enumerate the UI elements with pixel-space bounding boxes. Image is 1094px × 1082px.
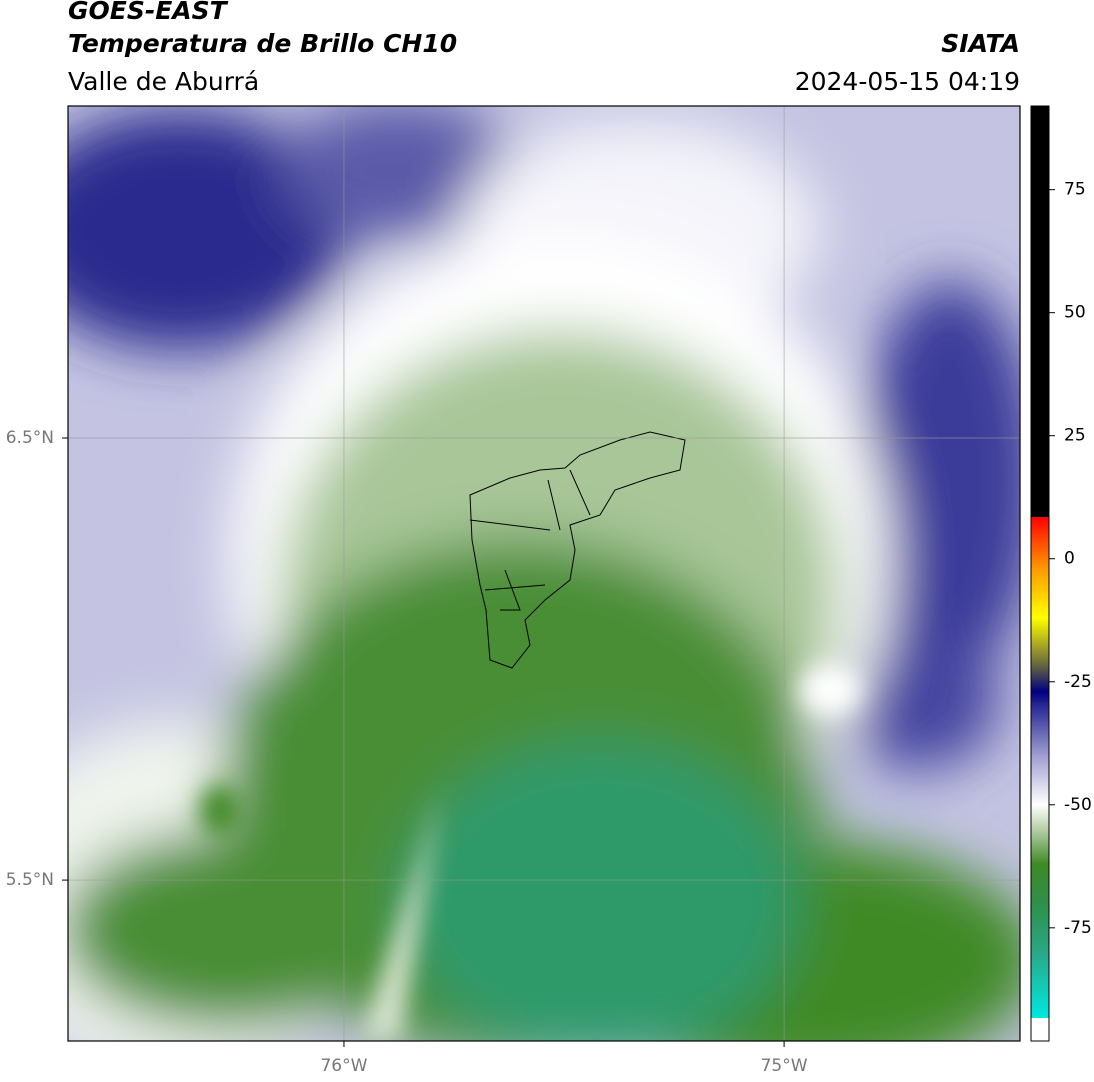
colorbar-tick-label: -75: [1064, 918, 1092, 938]
region: Valle de Aburrá: [68, 67, 259, 96]
colorbar-tick-label: 0: [1064, 549, 1075, 569]
colorbar-tick-label: 25: [1064, 426, 1086, 446]
colorbar-tick-label: -50: [1064, 795, 1092, 815]
title: GOES-EAST: [68, 0, 229, 25]
x-tick-label: 76°W: [320, 1056, 367, 1076]
colorbar-tick-label: 50: [1064, 303, 1086, 323]
grid: [68, 106, 1020, 1041]
subtitle: Temperatura de Brillo CH10: [68, 29, 457, 58]
colorbar: [1030, 105, 1050, 1042]
colorbar-tick-label: -25: [1064, 672, 1092, 692]
satellite-image: [68, 106, 1020, 1041]
timestamp: 2024-05-15 04:19: [795, 67, 1020, 96]
y-tick-label: 5.5°N: [6, 870, 54, 890]
x-tick-label: 75°W: [761, 1056, 808, 1076]
colorbar-tick-label: 75: [1064, 180, 1086, 200]
source: SIATA: [941, 29, 1020, 58]
y-tick-label: 6.5°N: [6, 428, 54, 448]
map-frame: [67, 105, 1021, 1042]
municipal-boundaries: [469, 431, 686, 669]
